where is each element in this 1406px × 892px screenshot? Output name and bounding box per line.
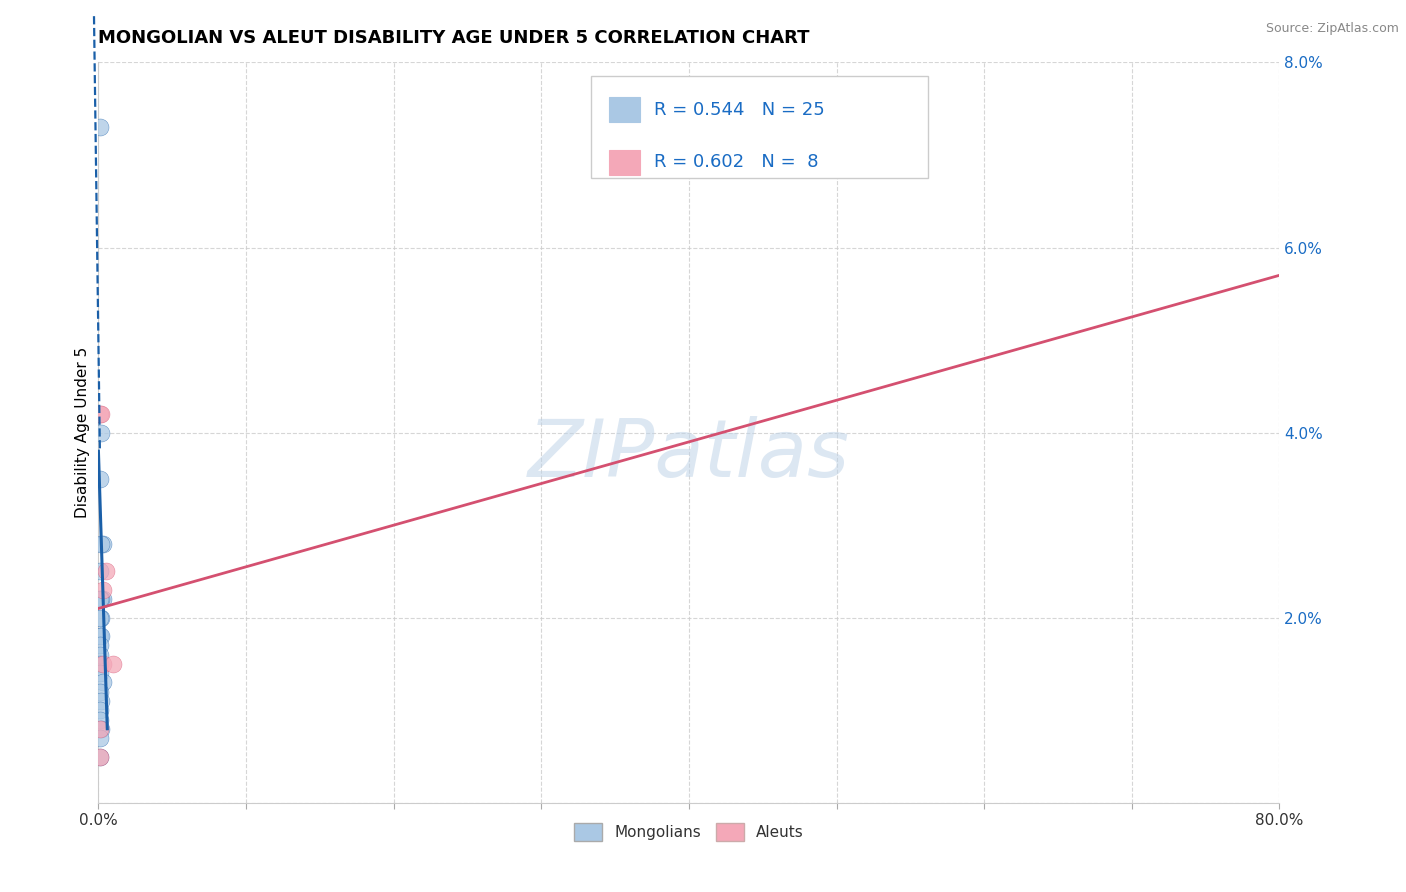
Point	[89, 592, 111, 607]
Point	[94, 565, 117, 579]
Point	[89, 749, 111, 764]
Point	[90, 536, 112, 550]
Legend: Mongolians, Aleuts: Mongolians, Aleuts	[568, 817, 810, 847]
Text: ZIPatlas: ZIPatlas	[527, 416, 851, 494]
Point	[90, 610, 112, 624]
Point	[89, 731, 111, 745]
Point	[91, 675, 114, 690]
Point	[89, 703, 111, 717]
Y-axis label: Disability Age Under 5: Disability Age Under 5	[75, 347, 90, 518]
Text: R = 0.544   N = 25: R = 0.544 N = 25	[654, 101, 824, 119]
Point	[89, 610, 111, 624]
Text: MONGOLIAN VS ALEUT DISABILITY AGE UNDER 5 CORRELATION CHART: MONGOLIAN VS ALEUT DISABILITY AGE UNDER …	[98, 29, 810, 47]
Point	[90, 694, 112, 708]
Point	[91, 582, 114, 597]
Point	[90, 629, 112, 643]
Point	[89, 565, 111, 579]
Point	[89, 648, 111, 662]
Point	[89, 472, 111, 486]
Point	[91, 536, 114, 550]
Point	[89, 749, 111, 764]
Point	[90, 592, 112, 607]
Point	[89, 713, 111, 727]
Text: R = 0.602   N =  8: R = 0.602 N = 8	[654, 153, 818, 171]
Point	[89, 666, 111, 681]
Point	[89, 629, 111, 643]
Point	[91, 592, 114, 607]
Point	[90, 722, 112, 736]
Point	[90, 407, 112, 421]
Point	[89, 657, 111, 671]
Point	[90, 425, 112, 440]
Point	[91, 657, 114, 671]
Point	[103, 657, 125, 671]
Point	[89, 120, 111, 135]
Point	[89, 685, 111, 699]
Point	[89, 722, 111, 736]
Point	[89, 639, 111, 653]
Point	[89, 407, 111, 421]
Text: Source: ZipAtlas.com: Source: ZipAtlas.com	[1265, 22, 1399, 36]
